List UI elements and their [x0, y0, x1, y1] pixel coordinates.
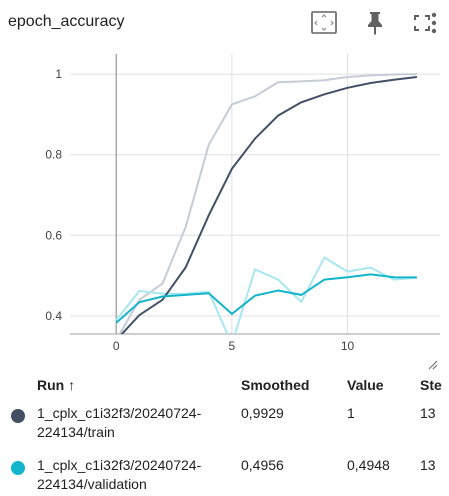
header-step[interactable]: Ste: [420, 377, 442, 393]
table-row[interactable]: 1_cplx_c1i32f3/20240724- 224134/validati…: [0, 456, 449, 496]
more-vert-icon: [431, 12, 437, 34]
x-tick-label: 5: [229, 339, 236, 353]
fullscreen-button[interactable]: [407, 8, 437, 38]
raw-value: 0,4948: [347, 457, 390, 473]
run-name-line1: 1_cplx_c1i32f3/20240724-: [37, 457, 202, 473]
series-smoothed-line: [120, 76, 418, 334]
y-tick-label: 0.4: [45, 309, 62, 323]
run-name-line2: 224134/validation: [37, 476, 147, 492]
card-title: epoch_accuracy: [8, 13, 125, 30]
y-tick-label: 0.8: [45, 148, 62, 162]
chart-axes: [70, 54, 440, 335]
fit-domain-icon: [311, 11, 337, 34]
y-tick-label: 0.6: [45, 228, 62, 242]
header-value[interactable]: Value: [347, 377, 384, 393]
run-name: 1_cplx_c1i32f3/20240724- 224134/train: [37, 404, 201, 442]
more-menu-button[interactable]: [419, 8, 449, 38]
run-name-line2: 224134/train: [37, 424, 115, 440]
y-tick-label: 1: [55, 67, 62, 81]
pin-icon: [368, 12, 382, 35]
smoothed-value: 0,4956: [241, 457, 284, 473]
run-color-dot: [11, 409, 25, 423]
card-toolbar: [249, 8, 449, 38]
run-name-line1: 1_cplx_c1i32f3/20240724-: [37, 405, 202, 421]
resize-handle-icon[interactable]: [424, 356, 440, 372]
step-value: 13: [420, 457, 436, 473]
x-tick-label: 10: [341, 339, 355, 353]
raw-value: 1: [347, 405, 355, 421]
run-name: 1_cplx_c1i32f3/20240724- 224134/validati…: [37, 456, 201, 494]
accuracy-chart[interactable]: 0.40.60.810 5 10: [0, 44, 449, 359]
chart-tick-labels: 0.40.60.810 5 10: [45, 67, 354, 353]
series-smoothed-line: [115, 273, 417, 324]
table-row[interactable]: 1_cplx_c1i32f3/20240724- 224134/train 0,…: [0, 404, 449, 444]
fullscreen-icon: [414, 15, 430, 31]
smoothed-value: 0,9929: [241, 405, 284, 421]
series-raw-line: [118, 73, 417, 334]
chart-series: [115, 73, 418, 334]
header-smoothed[interactable]: Smoothed: [241, 377, 310, 393]
pin-button[interactable]: [360, 8, 390, 38]
x-tick-label: 0: [113, 339, 120, 353]
run-color-dot: [11, 461, 25, 475]
fit-domain-button[interactable]: [309, 8, 339, 38]
step-value: 13: [420, 405, 436, 421]
header-run[interactable]: Run ↑: [37, 377, 76, 393]
